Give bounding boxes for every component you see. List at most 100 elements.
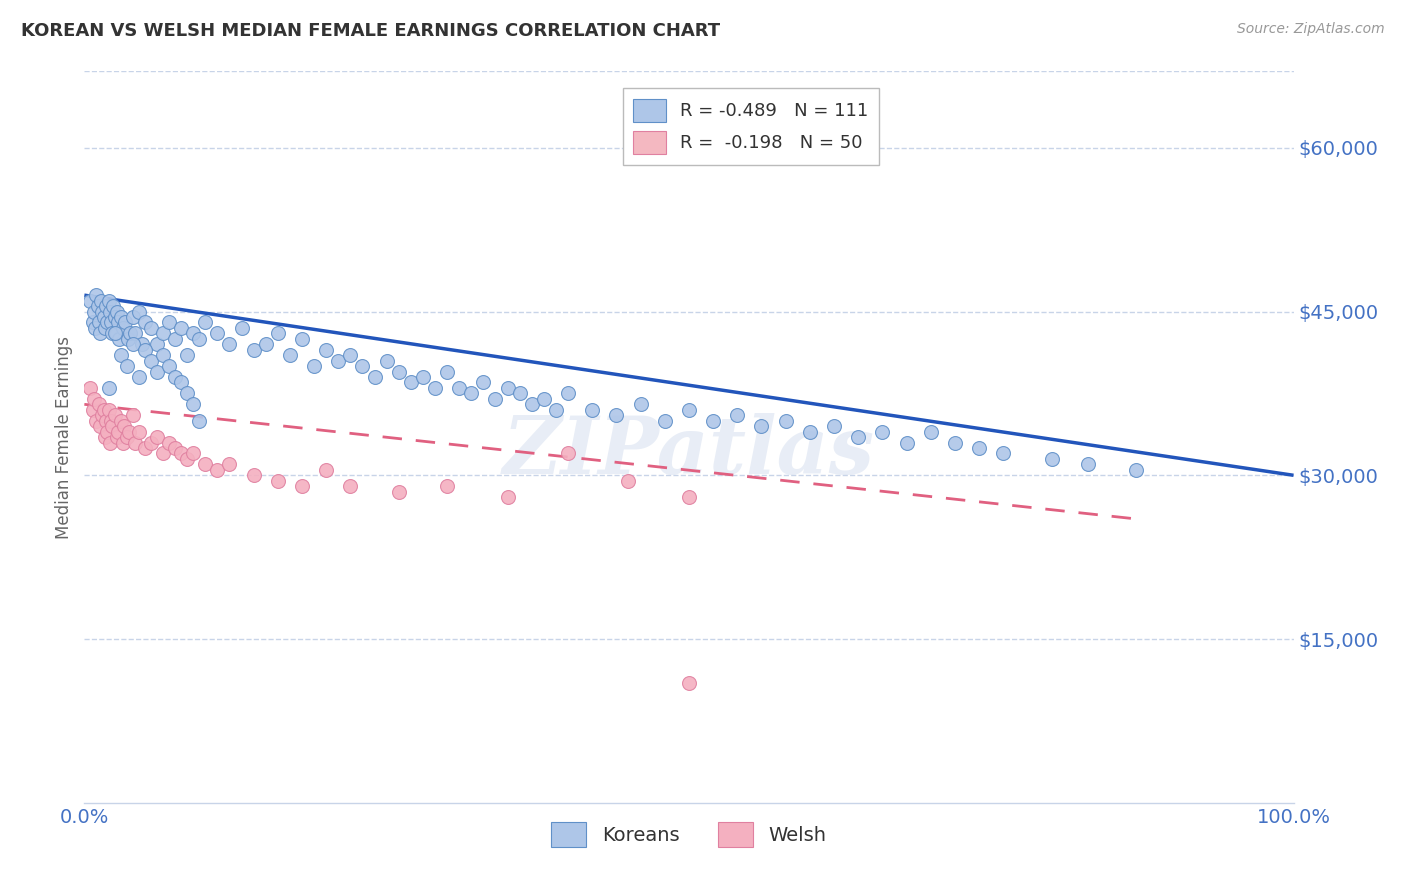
Point [82,315,104,329]
Point [94,299,117,313]
Text: ZIPatlas: ZIPatlas [503,413,875,491]
Point [181,446,204,460]
Point [896,435,918,450]
Point [91,304,114,318]
Point [121,310,143,324]
Text: Source: ZipAtlas.com: Source: ZipAtlas.com [1237,22,1385,37]
Point [181,326,204,341]
Point [872,425,894,439]
Point [194,315,217,329]
Point [363,370,385,384]
Point [115,359,138,373]
Point [94,430,117,444]
Point [104,310,127,324]
Point [1077,458,1099,472]
Point [79,381,101,395]
Legend: Koreans, Welsh: Koreans, Welsh [543,814,835,855]
Point [654,414,676,428]
Point [339,479,361,493]
Point [678,490,700,504]
Point [472,376,495,390]
Text: KOREAN VS WELSH MEDIAN FEMALE EARNINGS CORRELATION CHART: KOREAN VS WELSH MEDIAN FEMALE EARNINGS C… [21,22,720,40]
Point [291,332,314,346]
Point [678,675,700,690]
Point [110,310,132,324]
Point [231,321,253,335]
Point [115,430,138,444]
Point [87,315,110,329]
Point [121,337,143,351]
Point [104,326,127,341]
Point [352,359,374,373]
Point [117,332,139,346]
Point [423,381,446,395]
Point [176,451,198,466]
Point [112,321,135,335]
Point [86,288,108,302]
Point [1040,451,1063,466]
Point [139,435,162,450]
Point [375,353,398,368]
Point [131,337,153,351]
Point [176,348,198,362]
Point [315,343,337,357]
Point [484,392,506,406]
Point [93,310,115,324]
Point [146,337,169,351]
Point [100,414,122,428]
Point [112,435,135,450]
Point [496,381,519,395]
Point [152,446,174,460]
Point [157,315,180,329]
Point [114,315,136,329]
Point [94,321,117,335]
Point [302,359,325,373]
Point [128,370,150,384]
Point [388,365,411,379]
Point [97,293,120,308]
Point [176,386,198,401]
Point [533,392,555,406]
Point [967,441,990,455]
Point [97,381,120,395]
Point [170,321,193,335]
Point [254,337,277,351]
Point [124,326,146,341]
Point [339,348,361,362]
Point [388,484,411,499]
Point [315,463,337,477]
Point [678,402,700,417]
Y-axis label: Median Female Earnings: Median Female Earnings [55,335,73,539]
Point [846,430,869,444]
Point [799,425,821,439]
Point [112,419,135,434]
Point [86,414,108,428]
Point [118,425,141,439]
Point [242,468,264,483]
Point [121,409,143,423]
Point [520,397,543,411]
Point [124,435,146,450]
Point [104,409,127,423]
Point [1125,463,1147,477]
Point [207,463,229,477]
Point [139,321,162,335]
Point [134,343,156,357]
Point [105,430,128,444]
Point [91,409,114,423]
Point [557,386,579,401]
Point [460,386,482,401]
Point [436,365,458,379]
Point [128,425,150,439]
Point [96,315,118,329]
Point [157,359,180,373]
Point [194,458,217,472]
Point [496,490,519,504]
Point [79,293,101,308]
Point [128,304,150,318]
Point [98,435,121,450]
Point [146,430,169,444]
Point [751,419,773,434]
Point [97,402,120,417]
Point [278,348,301,362]
